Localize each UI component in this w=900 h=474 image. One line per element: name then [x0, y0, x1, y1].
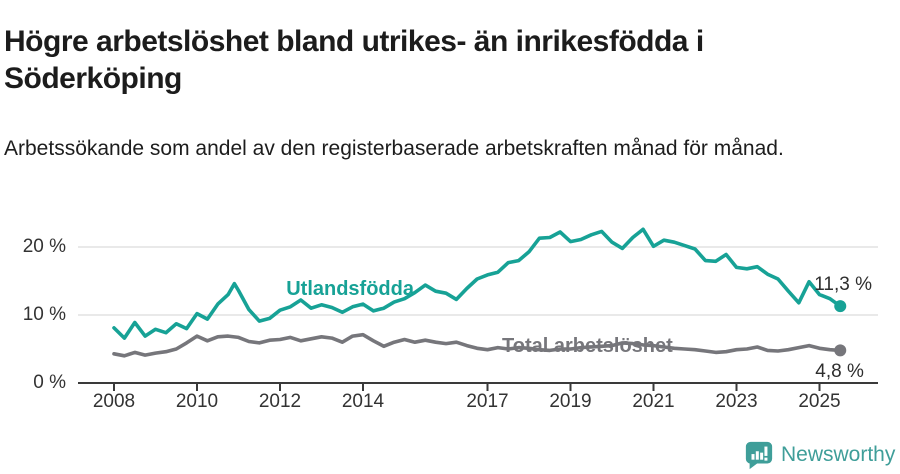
y-axis-tick-label: 20 % [22, 236, 66, 257]
x-axis-tick-label: 2008 [92, 391, 136, 412]
x-axis-tick-label: 2021 [632, 391, 675, 412]
line-total-arbetsloshet [112, 332, 843, 358]
x-axis-tick-label: 2017 [466, 391, 509, 412]
x-axis-tick-label: 2023 [715, 391, 758, 412]
page-subtitle: Arbetssökande som andel av den registerb… [4, 137, 784, 160]
newsworthy-brand-link[interactable]: Newsworthy [744, 440, 895, 470]
end-point-marker [834, 344, 847, 357]
series-label-total-arbetsloshet: Total arbetslöshet [502, 334, 673, 357]
x-axis-tick-label: 2014 [341, 391, 385, 412]
end-value-label: 11,3 % [814, 274, 872, 296]
end-point-marker [834, 300, 847, 313]
newsworthy-brand-text: Newsworthy [781, 443, 896, 466]
series-label-utlandsfodda: Utlandsfödda [286, 278, 414, 301]
line-utlandsfodda [112, 227, 843, 340]
y-axis-tick-label: 0 % [33, 372, 66, 393]
x-axis-tick-label: 2012 [258, 391, 302, 412]
newsworthy-logo-icon [745, 441, 773, 470]
page-title: Högre arbetslöshet bland utrikes- än inr… [4, 25, 704, 96]
x-axis-tick-label: 2019 [549, 391, 592, 412]
y-axis-tick-label: 10 % [22, 304, 66, 325]
end-value-label: 4,8 % [815, 361, 864, 383]
x-axis-tick-label: 2025 [798, 391, 841, 412]
x-axis-tick-label: 2010 [175, 391, 219, 412]
